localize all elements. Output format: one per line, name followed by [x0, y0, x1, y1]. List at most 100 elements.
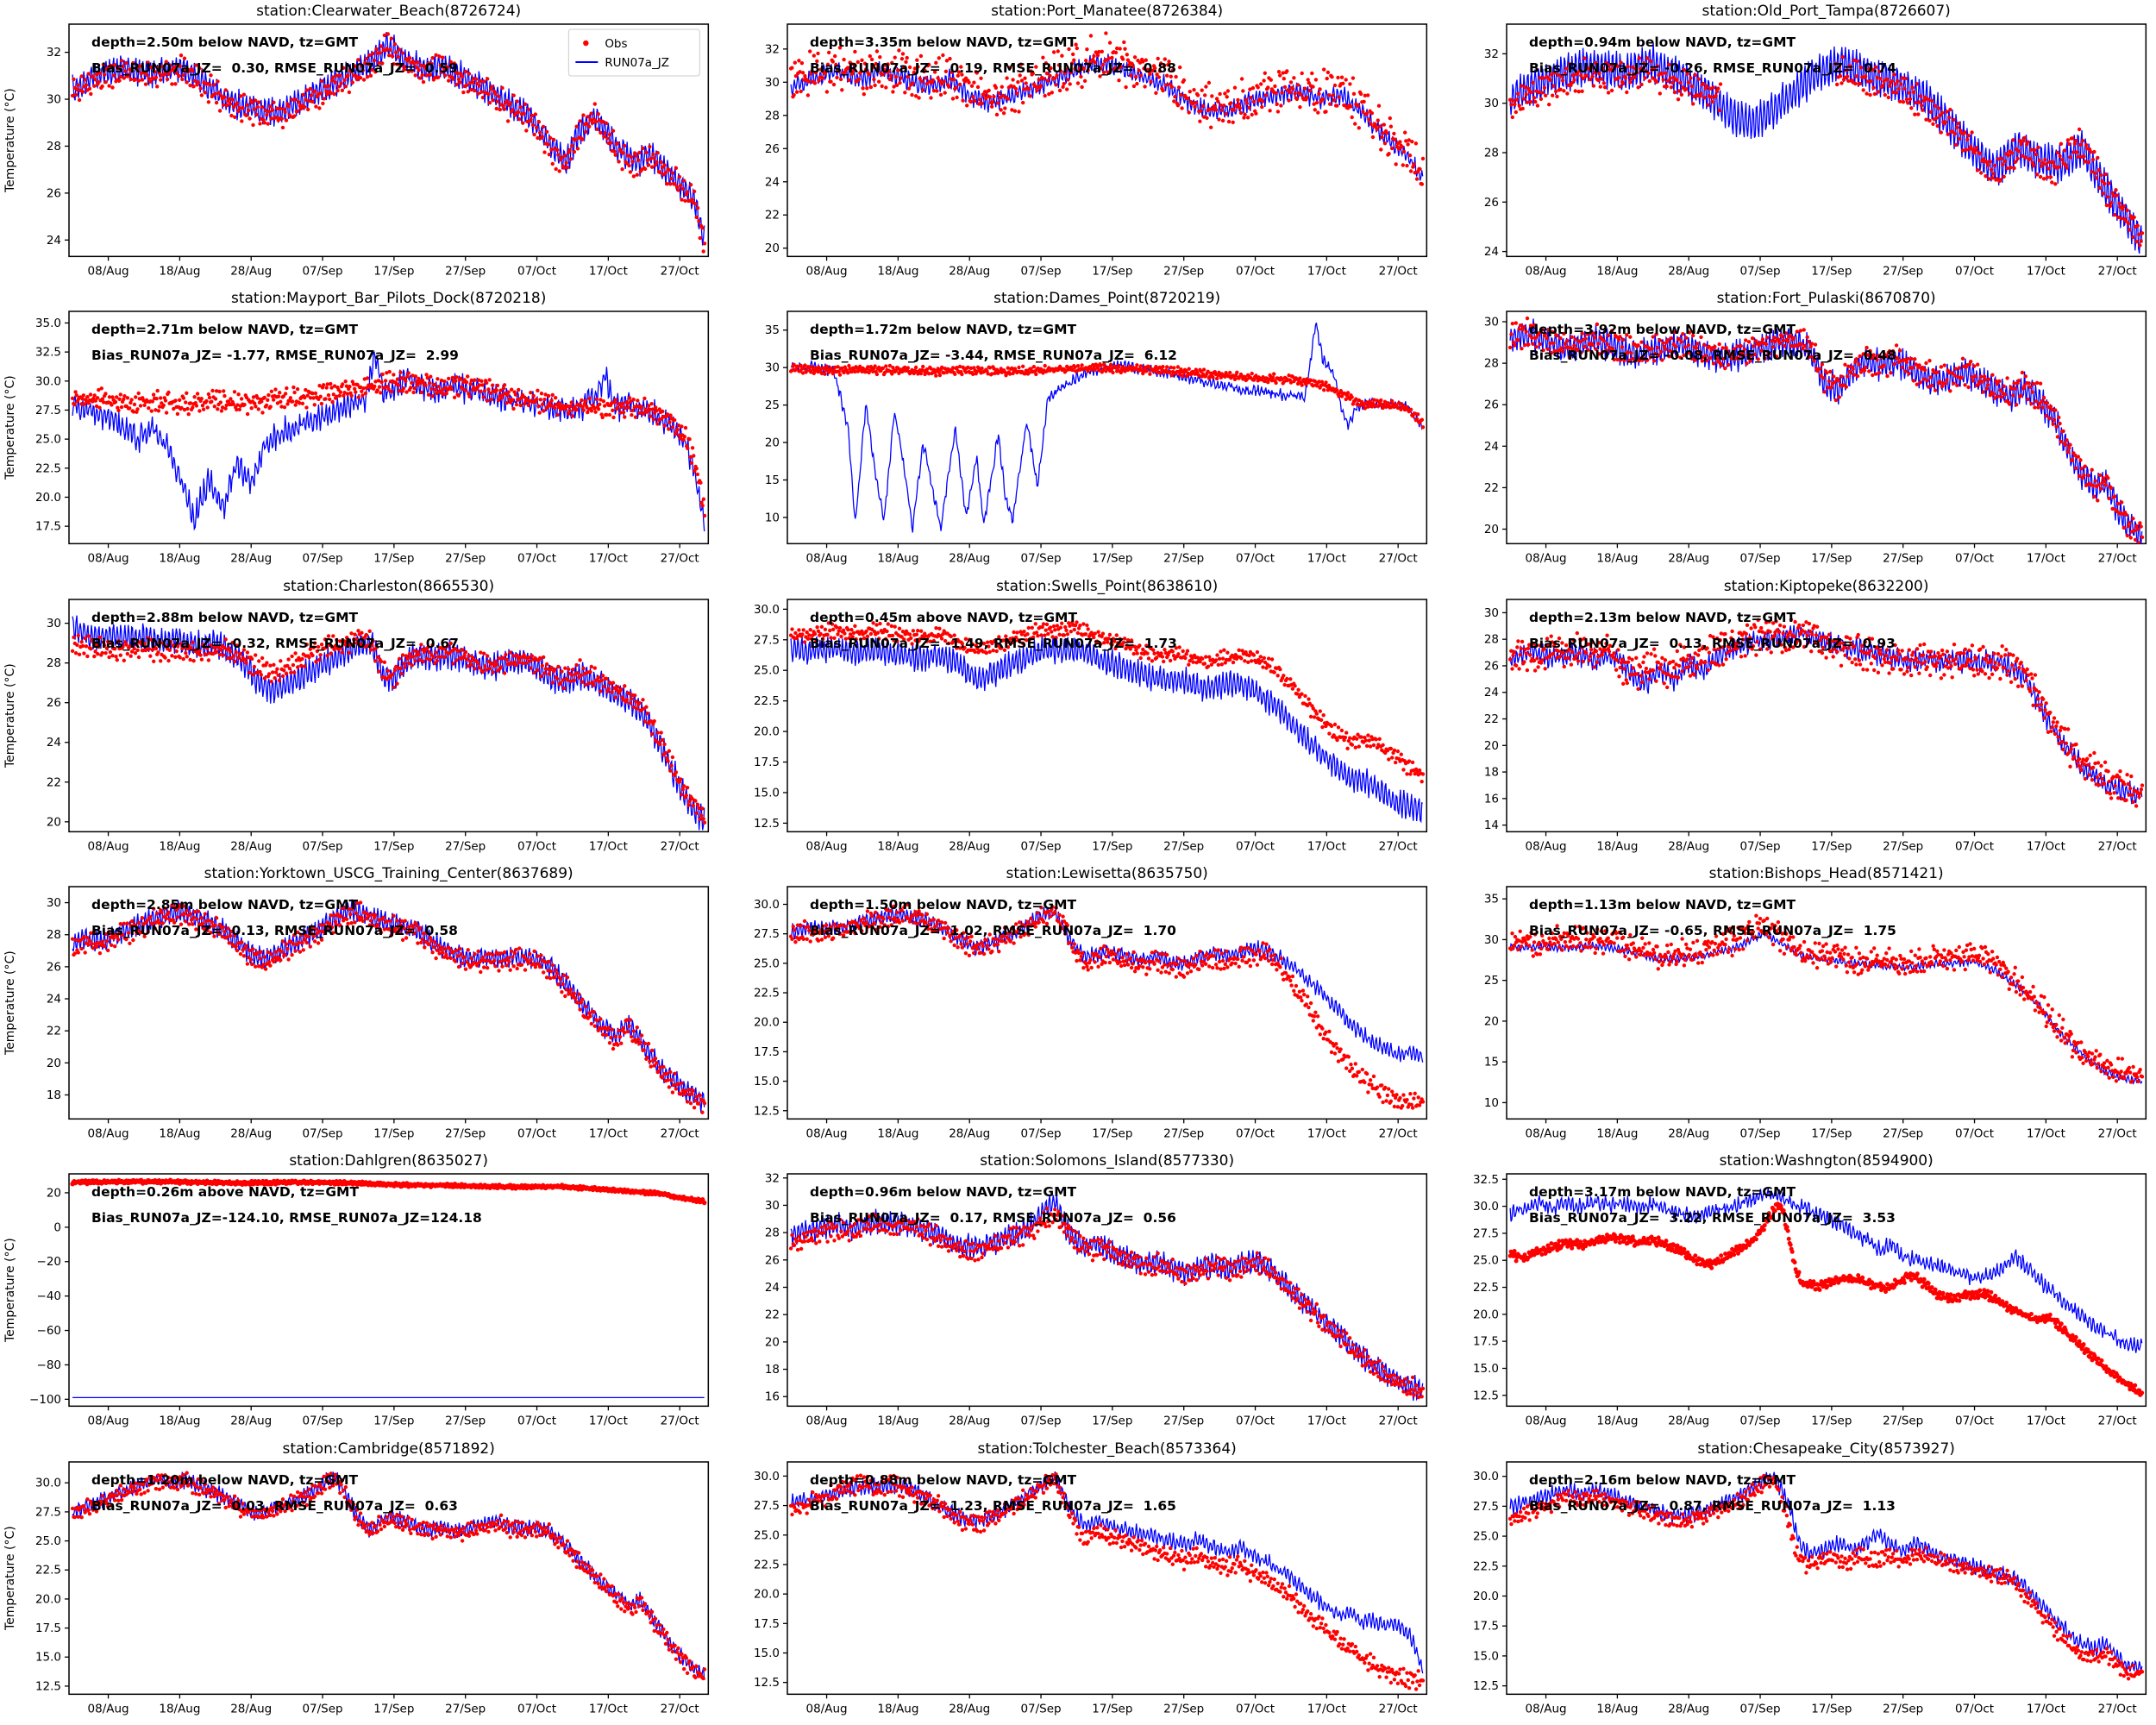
obs-scatter [70, 32, 707, 254]
y-axis-tick-label: 15.0 [35, 1650, 61, 1664]
x-axis-tick-label: 08/Aug [88, 1126, 129, 1140]
x-axis-tick-label: 08/Aug [88, 552, 129, 566]
x-axis-tick-label: 07/Sep [1739, 1702, 1780, 1716]
y-axis-tick-label: −40 [37, 1289, 61, 1303]
x-axis-tick-label: 17/Sep [1093, 1702, 1133, 1716]
subplot: station:Dames_Point(8720219) 10 15 20 25 30 35… [765, 290, 1428, 566]
x-axis-tick-label: 17/Sep [1811, 839, 1852, 853]
plot-area [1505, 1460, 2147, 1695]
subplot: station:Cambridge(8571892) 12.5 15.0 17.5 20… [3, 1440, 710, 1716]
x-axis-tick-label: 17/Sep [1811, 1702, 1852, 1716]
x-axis-tick-label: 28/Aug [230, 552, 272, 566]
annotation-depth: depth=1.20m below NAVD, tz=GMT [91, 1472, 359, 1488]
y-axis-tick-label: 32.5 [1473, 1173, 1499, 1187]
y-axis-tick-label: 22.5 [754, 987, 780, 1000]
y-axis-tick-label: 20.0 [754, 724, 780, 738]
model-line [1509, 42, 2142, 254]
x-axis-tick-label: 18/Aug [878, 1702, 919, 1716]
y-axis-tick-label: 22.5 [35, 1563, 61, 1577]
y-axis-label: Temperature (°C) [3, 1526, 17, 1631]
obs-scatter [789, 619, 1426, 784]
x-axis-tick-label: 08/Aug [806, 839, 848, 853]
y-axis-tick-label: 32.5 [35, 346, 61, 360]
plot-area [787, 598, 1428, 832]
x-axis-tick-label: 27/Sep [445, 839, 486, 853]
y-axis-tick-label: 12.5 [754, 817, 780, 831]
annotation-depth: depth=3.92m below NAVD, tz=GMT [1529, 322, 1796, 337]
y-axis-tick-label: 24 [1483, 686, 1498, 699]
y-axis-tick-label: 32 [765, 42, 780, 56]
y-axis-tick-label: 22 [765, 1308, 780, 1322]
y-axis-label: Temperature (°C) [3, 88, 17, 193]
annotation-depth: depth=0.94m below NAVD, tz=GMT [1529, 34, 1796, 50]
subplot-title: station:Tolchester_Beach(8573364) [978, 1440, 1237, 1458]
y-axis-tick-label: 27.5 [1473, 1500, 1499, 1514]
y-axis-tick-label: 30 [1483, 316, 1498, 329]
annotation-depth: depth=2.13m below NAVD, tz=GMT [1529, 610, 1796, 625]
obs-scatter [789, 31, 1426, 186]
y-axis-tick-label: 24 [1483, 245, 1498, 259]
y-axis-tick-label: 28 [765, 109, 780, 122]
x-axis-tick-label: 27/Sep [1883, 839, 1923, 853]
annotation-depth: depth=3.17m below NAVD, tz=GMT [1529, 1184, 1796, 1200]
subplot: station:Swells_Point(8638610) 12.5 15.0 17.… [754, 578, 1428, 853]
subplot: station:Solomons_Island(8577330) 16 18 20 22… [765, 1152, 1428, 1428]
y-axis-tick-label: 27.5 [754, 927, 780, 941]
x-axis-tick-label: 28/Aug [950, 1414, 991, 1428]
y-axis-tick-label: 17.5 [35, 520, 61, 534]
x-axis-tick-label: 27/Oct [1379, 1126, 1418, 1140]
y-axis-tick-label: 10 [765, 511, 780, 525]
y-axis-tick-label: 28 [1483, 146, 1498, 160]
annotation-bias-rmse: Bias_RUN07a_JZ= 3.22, RMSE_RUN07a_JZ= 3.… [1529, 1210, 1896, 1226]
y-axis-tick-label: 22.5 [754, 1558, 780, 1571]
x-axis-tick-label: 27/Sep [1883, 264, 1923, 278]
model-line [1509, 1188, 2142, 1354]
x-axis-tick-label: 28/Aug [1668, 552, 1709, 566]
y-axis-tick-label: 18 [765, 1363, 780, 1377]
x-axis-tick-label: 27/Sep [1883, 1126, 1923, 1140]
y-axis-tick-label: 25.0 [754, 663, 780, 677]
x-axis-tick-label: 17/Sep [1093, 839, 1133, 853]
y-axis-tick-label: 30 [1483, 606, 1498, 620]
plot-area [787, 1173, 1428, 1408]
subplot-title: station:Chesapeake_City(8573927) [1697, 1440, 1955, 1458]
x-axis-tick-label: 28/Aug [1668, 1414, 1709, 1428]
y-axis-tick-label: 12.5 [1473, 1679, 1499, 1693]
y-axis-tick-label: 27.5 [1473, 1227, 1499, 1241]
y-axis-tick-label: −20 [37, 1256, 61, 1270]
subplot-title: station:Dames_Point(8720219) [993, 290, 1220, 307]
x-axis-tick-label: 18/Aug [878, 1414, 919, 1428]
x-axis-tick-label: 18/Aug [159, 1126, 200, 1140]
y-axis-tick-label: 27.5 [35, 1505, 61, 1519]
y-axis-tick-label: 17.5 [754, 1045, 780, 1059]
x-axis-tick-label: 28/Aug [1668, 1702, 1709, 1716]
x-axis-tick-label: 27/Oct [2097, 552, 2136, 566]
y-axis-tick-label: 26 [1483, 659, 1498, 673]
x-axis-tick-label: 17/Sep [1811, 552, 1852, 566]
x-axis-tick-label: 28/Aug [230, 264, 272, 278]
obs-scatter [1507, 617, 2144, 808]
plot-area [68, 310, 710, 545]
y-axis-tick-label: 30 [765, 361, 780, 375]
model-line [1509, 318, 2142, 544]
y-axis-tick-label: 25.0 [35, 1534, 61, 1548]
x-axis-tick-label: 17/Oct [1307, 839, 1346, 853]
annotation-depth: depth=0.96m below NAVD, tz=GMT [810, 1184, 1077, 1200]
y-axis-tick-label: 30.0 [1473, 1200, 1499, 1214]
annotation-bias-rmse: Bias_RUN07a_JZ= -0.65, RMSE_RUN07a_JZ= 1… [1529, 923, 1896, 938]
x-axis-tick-label: 17/Sep [1811, 264, 1852, 278]
x-axis-tick-label: 27/Oct [2097, 1126, 2136, 1140]
y-axis-tick-label: 30 [1483, 933, 1498, 947]
subplot: station:Bishops_Head(8571421) 10 15 20 25 30 3… [1483, 865, 2147, 1140]
model-line [790, 1195, 1424, 1402]
x-axis-tick-label: 27/Oct [661, 1126, 699, 1140]
y-axis-tick-label: 17.5 [754, 1616, 780, 1630]
x-axis-tick-label: 28/Aug [1668, 1126, 1709, 1140]
y-axis-tick-label: 28 [1483, 357, 1498, 371]
x-axis-tick-label: 17/Sep [1093, 552, 1133, 566]
annotation-depth: depth=3.35m below NAVD, tz=GMT [810, 34, 1077, 50]
subplot: station:Charleston(8665530) 20 22 24 26 28 30 0… [3, 578, 710, 853]
plot-area [68, 598, 710, 832]
y-axis-tick-label: 15 [1483, 1056, 1498, 1070]
